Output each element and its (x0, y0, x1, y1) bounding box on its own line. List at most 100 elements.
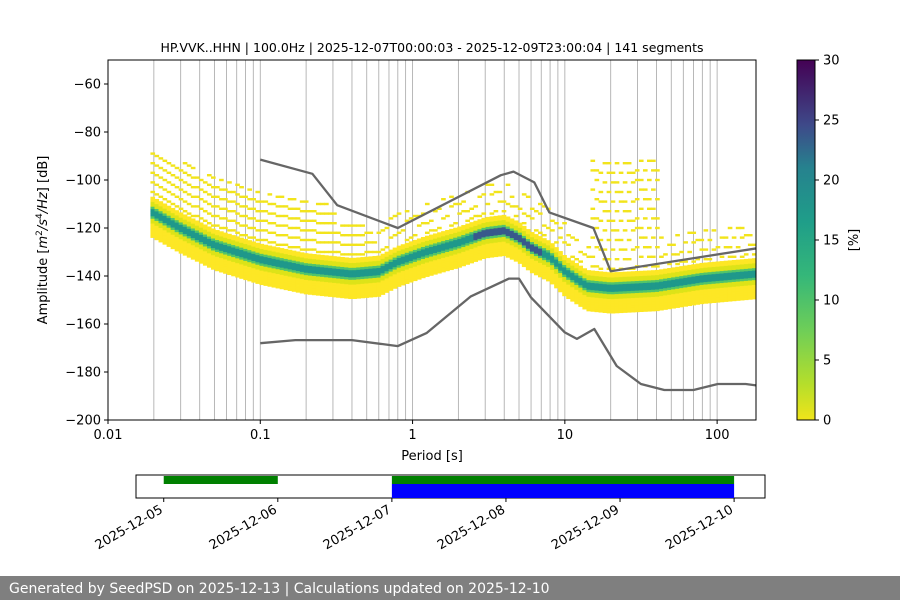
psd-bin (392, 234, 398, 237)
psd-bin (219, 240, 224, 244)
psd-bin (267, 247, 273, 251)
psd-bin (554, 247, 559, 250)
psd-bin (360, 283, 366, 287)
psd-bin (243, 243, 248, 247)
psd-bin (211, 257, 216, 261)
psd-bin (497, 236, 503, 240)
psd-bin (255, 271, 261, 275)
psd-bin (202, 219, 208, 222)
psd-bin (255, 281, 261, 284)
psd-bin (158, 222, 164, 226)
psd-bin (570, 279, 575, 283)
psd-bin (473, 220, 479, 224)
psd-bin (707, 238, 713, 242)
psd-bin (578, 294, 584, 298)
psd-bin (610, 277, 616, 280)
psd-bin (275, 264, 281, 267)
psd-bin (525, 267, 531, 271)
psd-bin (679, 250, 684, 254)
psd-bin (735, 269, 741, 273)
psd-bin (182, 238, 188, 242)
psd-bin (227, 262, 232, 266)
psd-bin (485, 250, 491, 254)
y-tick-label: −80 (74, 126, 101, 141)
psd-bin (465, 254, 470, 258)
psd-bin (606, 298, 612, 302)
psd-bin (202, 262, 208, 266)
psd-bin (622, 295, 628, 299)
psd-bin (340, 285, 345, 289)
psd-bin (182, 233, 188, 237)
psd-bin (634, 275, 640, 279)
psd-bin (166, 244, 172, 247)
psd-bin (647, 301, 652, 305)
psd-bin (747, 243, 753, 246)
psd-bin (162, 225, 168, 228)
psd-bin (638, 309, 644, 313)
psd-bin (707, 258, 713, 261)
psd-bin (154, 213, 160, 217)
psd-bin (618, 238, 624, 242)
psd-bin (481, 234, 487, 238)
psd-bin (396, 269, 402, 273)
psd-bin (291, 284, 297, 288)
psd-bin (174, 229, 180, 233)
psd-heatmap (150, 152, 756, 314)
date-tick-label: 2025-12-05 (93, 502, 166, 553)
psd-bin (453, 230, 458, 233)
psd-bin (396, 255, 402, 259)
psd-bin (336, 290, 341, 293)
psd-bin (380, 277, 386, 281)
psd-bin (727, 226, 733, 230)
psd-bin (154, 234, 160, 238)
psd-bin (154, 198, 160, 202)
psd-bin (453, 251, 458, 255)
psd-bin (509, 244, 515, 248)
psd-bin (279, 279, 285, 283)
psd-bin (433, 229, 438, 232)
psd-bin (267, 262, 273, 266)
psd-bin (150, 215, 156, 219)
psd-bin (198, 224, 204, 228)
psd-bin (743, 253, 749, 256)
psd-bin (699, 238, 705, 242)
psd-bin (348, 289, 353, 292)
psd-bin (299, 288, 305, 292)
psd-bin (380, 263, 386, 267)
psd-bin (449, 238, 454, 242)
psd-bin (404, 264, 410, 268)
psd-bin (174, 214, 180, 218)
psd-bin (594, 273, 600, 277)
psd-bin (743, 294, 749, 298)
psd-bin (586, 272, 592, 276)
psd-bin (178, 188, 184, 191)
psd-bin (509, 228, 515, 231)
psd-bin (525, 195, 531, 198)
psd-bin (194, 242, 200, 245)
psd-bin (364, 283, 370, 286)
psd-bin (630, 248, 636, 251)
psd-bin (578, 299, 584, 303)
psd-bin (489, 242, 495, 246)
psd-bin (606, 272, 612, 275)
psd-bin (606, 303, 612, 307)
psd-bin (416, 252, 422, 256)
psd-bin (376, 250, 382, 254)
psd-bin (344, 288, 349, 292)
psd-bin (614, 308, 620, 311)
psd-bin (211, 235, 216, 239)
psd-bin (263, 219, 269, 222)
psd-bin (751, 253, 756, 256)
psd-bin (626, 276, 632, 280)
psd-bin (554, 280, 559, 284)
psd-bin (372, 291, 378, 295)
psd-bin (505, 250, 511, 253)
psd-bin (328, 267, 333, 271)
psd-bin (671, 281, 676, 285)
psd-bin (336, 231, 341, 234)
psd-bin (618, 307, 624, 311)
psd-bin (336, 287, 341, 291)
psd-bin (392, 254, 398, 258)
psd-bin (263, 278, 269, 282)
psd-bin (445, 237, 450, 240)
